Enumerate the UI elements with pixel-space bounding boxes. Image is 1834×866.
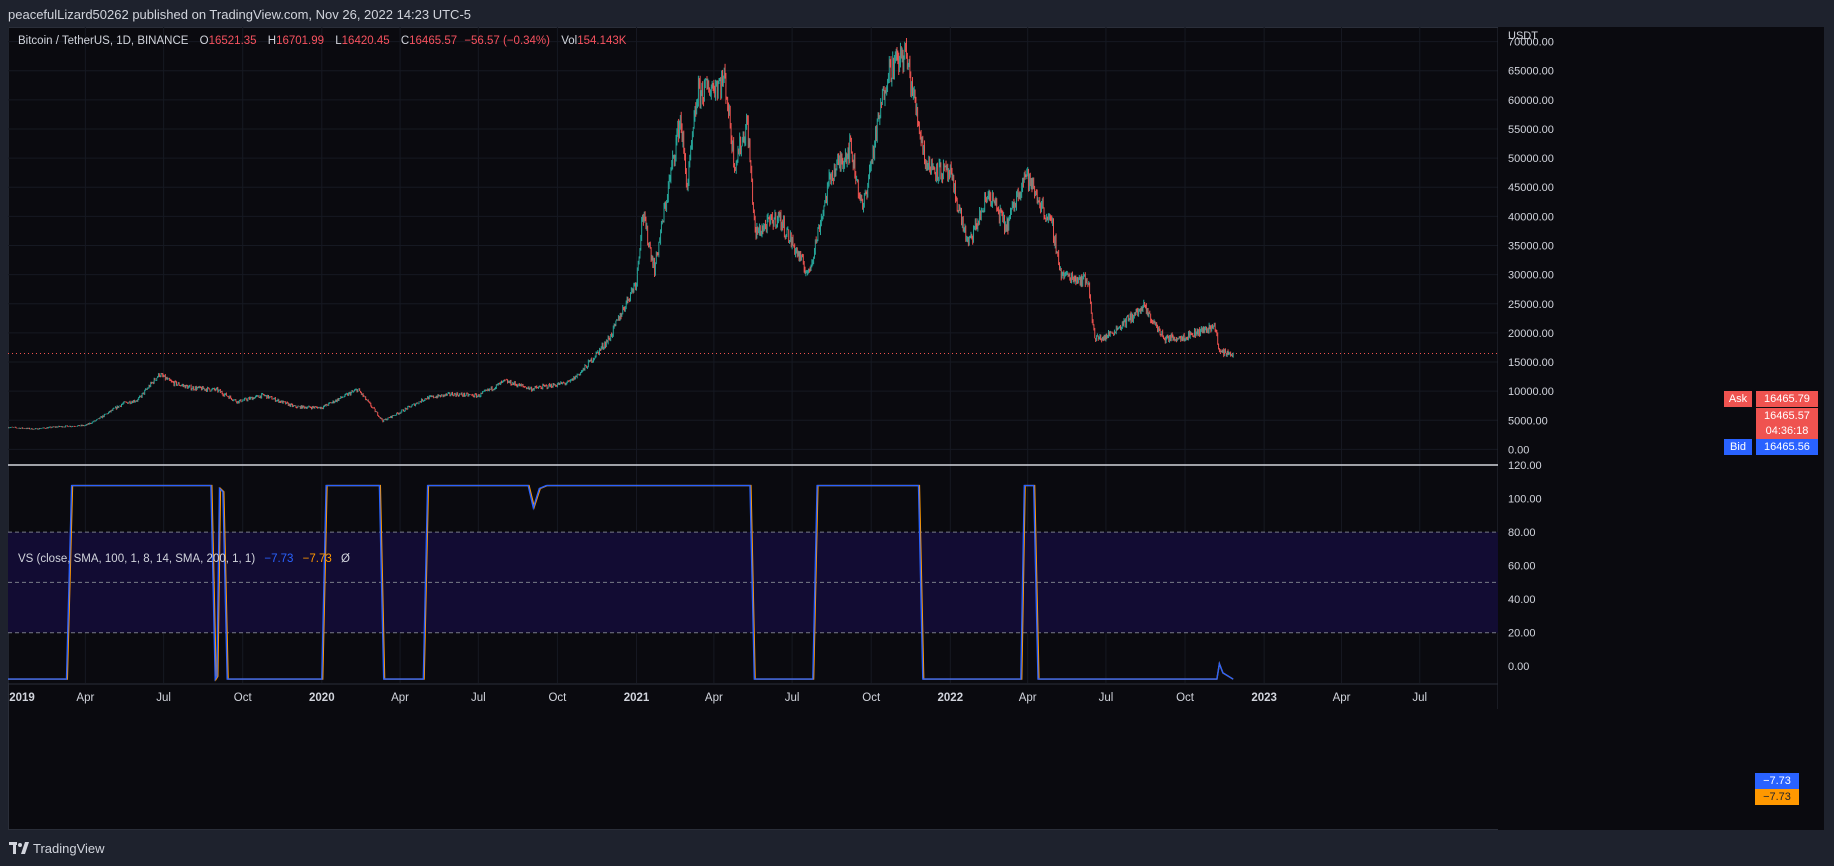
- indicator-legend: VS (close, SMA, 100, 1, 8, 14, SMA, 200,…: [18, 553, 350, 565]
- price-tick-label: 60000.00: [1508, 95, 1554, 107]
- last-price-tag: 16465.57: [1756, 408, 1818, 424]
- indicator-tick-label: 0.00: [1508, 661, 1529, 673]
- open-label: O: [200, 35, 209, 47]
- time-tick-label: Oct: [234, 692, 253, 704]
- time-tick-label: Oct: [548, 692, 567, 704]
- indicator-value-orange: −7.73: [303, 553, 332, 565]
- bid-price-tag: 16465.56: [1756, 439, 1818, 455]
- ask-label-tag: Ask: [1724, 391, 1752, 407]
- price-tick-label: 25000.00: [1508, 299, 1554, 311]
- time-axis-ticks: 2019 Apr Jul Oct 2020 Apr Jul Oct 2021 Apr Jul Oct 2…: [9, 692, 1427, 704]
- high-label: H: [268, 35, 276, 47]
- price-tick-label: 0.00: [1508, 444, 1529, 456]
- price-tick-label: 45000.00: [1508, 182, 1554, 194]
- time-tick-label: Apr: [391, 692, 409, 704]
- change-value: −56.57 (−0.34%): [464, 35, 550, 47]
- price-candles: [8, 38, 1233, 430]
- time-tick-label: Jul: [156, 692, 171, 704]
- close-label: C: [401, 35, 409, 47]
- countdown-tag: 04:36:18: [1756, 423, 1818, 439]
- publish-header: peacefulLizard50262 published on Trading…: [0, 0, 1834, 28]
- ask-price-tag: 16465.79: [1756, 391, 1818, 407]
- time-tick-label: 2023: [1251, 692, 1277, 704]
- time-tick-label: Apr: [1333, 692, 1351, 704]
- indicator-value-empty: Ø: [341, 553, 350, 565]
- publish-line: peacefulLizard50262 published on Trading…: [8, 7, 471, 22]
- price-tick-label: 10000.00: [1508, 386, 1554, 398]
- indicator-blue-tag: −7.73: [1755, 773, 1799, 789]
- price-tick-label: 65000.00: [1508, 66, 1554, 78]
- volume-value: 154.143K: [577, 35, 626, 47]
- symbol-title: Bitcoin / TetherUS, 1D, BINANCE: [18, 35, 188, 47]
- time-tick-label: Oct: [1176, 692, 1195, 704]
- indicator-tick-label: 60.00: [1508, 561, 1536, 573]
- time-tick-label: Jul: [1099, 692, 1114, 704]
- time-tick-label: Jul: [1412, 692, 1427, 704]
- price-tick-label: 55000.00: [1508, 124, 1554, 136]
- indicator-tick-label: 100.00: [1508, 494, 1542, 506]
- indicator-value-blue: −7.73: [264, 553, 293, 565]
- price-tick-label: 30000.00: [1508, 270, 1554, 282]
- tradingview-logo-icon: [9, 841, 29, 855]
- footer-brand[interactable]: TradingView: [33, 841, 105, 856]
- indicator-tick-label: 20.00: [1508, 628, 1536, 640]
- price-tick-label: 50000.00: [1508, 153, 1554, 165]
- price-unit-label: USDT: [1508, 30, 1538, 42]
- time-tick-label: Apr: [705, 692, 723, 704]
- volume-label: Vol: [561, 35, 577, 47]
- footer: TradingView: [0, 832, 1834, 866]
- open-value: 16521.35: [209, 35, 257, 47]
- time-tick-label: Jul: [471, 692, 486, 704]
- price-axis-ticks: 0.00 5000.00 10000.00 15000.00 20000.00 25000…: [1508, 37, 1554, 457]
- price-tick-label: 15000.00: [1508, 357, 1554, 369]
- time-tick-label: Oct: [862, 692, 881, 704]
- indicator-tick-label: 120.00: [1508, 460, 1542, 472]
- indicator-orange-tag: −7.73: [1755, 789, 1799, 805]
- time-tick-label: 2019: [9, 692, 35, 704]
- main-legend: Bitcoin / TetherUS, 1D, BINANCE O16521.3…: [18, 35, 626, 47]
- low-value: 16420.45: [342, 35, 390, 47]
- price-tick-label: 40000.00: [1508, 211, 1554, 223]
- time-tick-label: 2021: [624, 692, 650, 704]
- indicator-tick-label: 40.00: [1508, 594, 1536, 606]
- price-tick-label: 5000.00: [1508, 415, 1548, 427]
- time-tick-label: Apr: [1019, 692, 1037, 704]
- bid-label-tag: Bid: [1724, 439, 1752, 455]
- indicator-tick-label: 80.00: [1508, 527, 1536, 539]
- time-tick-label: Apr: [76, 692, 94, 704]
- time-tick-label: 2020: [309, 692, 335, 704]
- indicator-name: VS (close, SMA, 100, 1, 8, 14, SMA, 200,…: [18, 553, 255, 565]
- time-tick-label: Jul: [785, 692, 800, 704]
- price-tick-label: 20000.00: [1508, 328, 1554, 340]
- high-value: 16701.99: [276, 35, 324, 47]
- chart-canvas[interactable]: 0.00 5000.00 10000.00 15000.00 20000.00 25000…: [8, 27, 1824, 830]
- price-tick-label: 35000.00: [1508, 241, 1554, 253]
- time-tick-label: 2022: [938, 692, 964, 704]
- close-value: 16465.57: [409, 35, 457, 47]
